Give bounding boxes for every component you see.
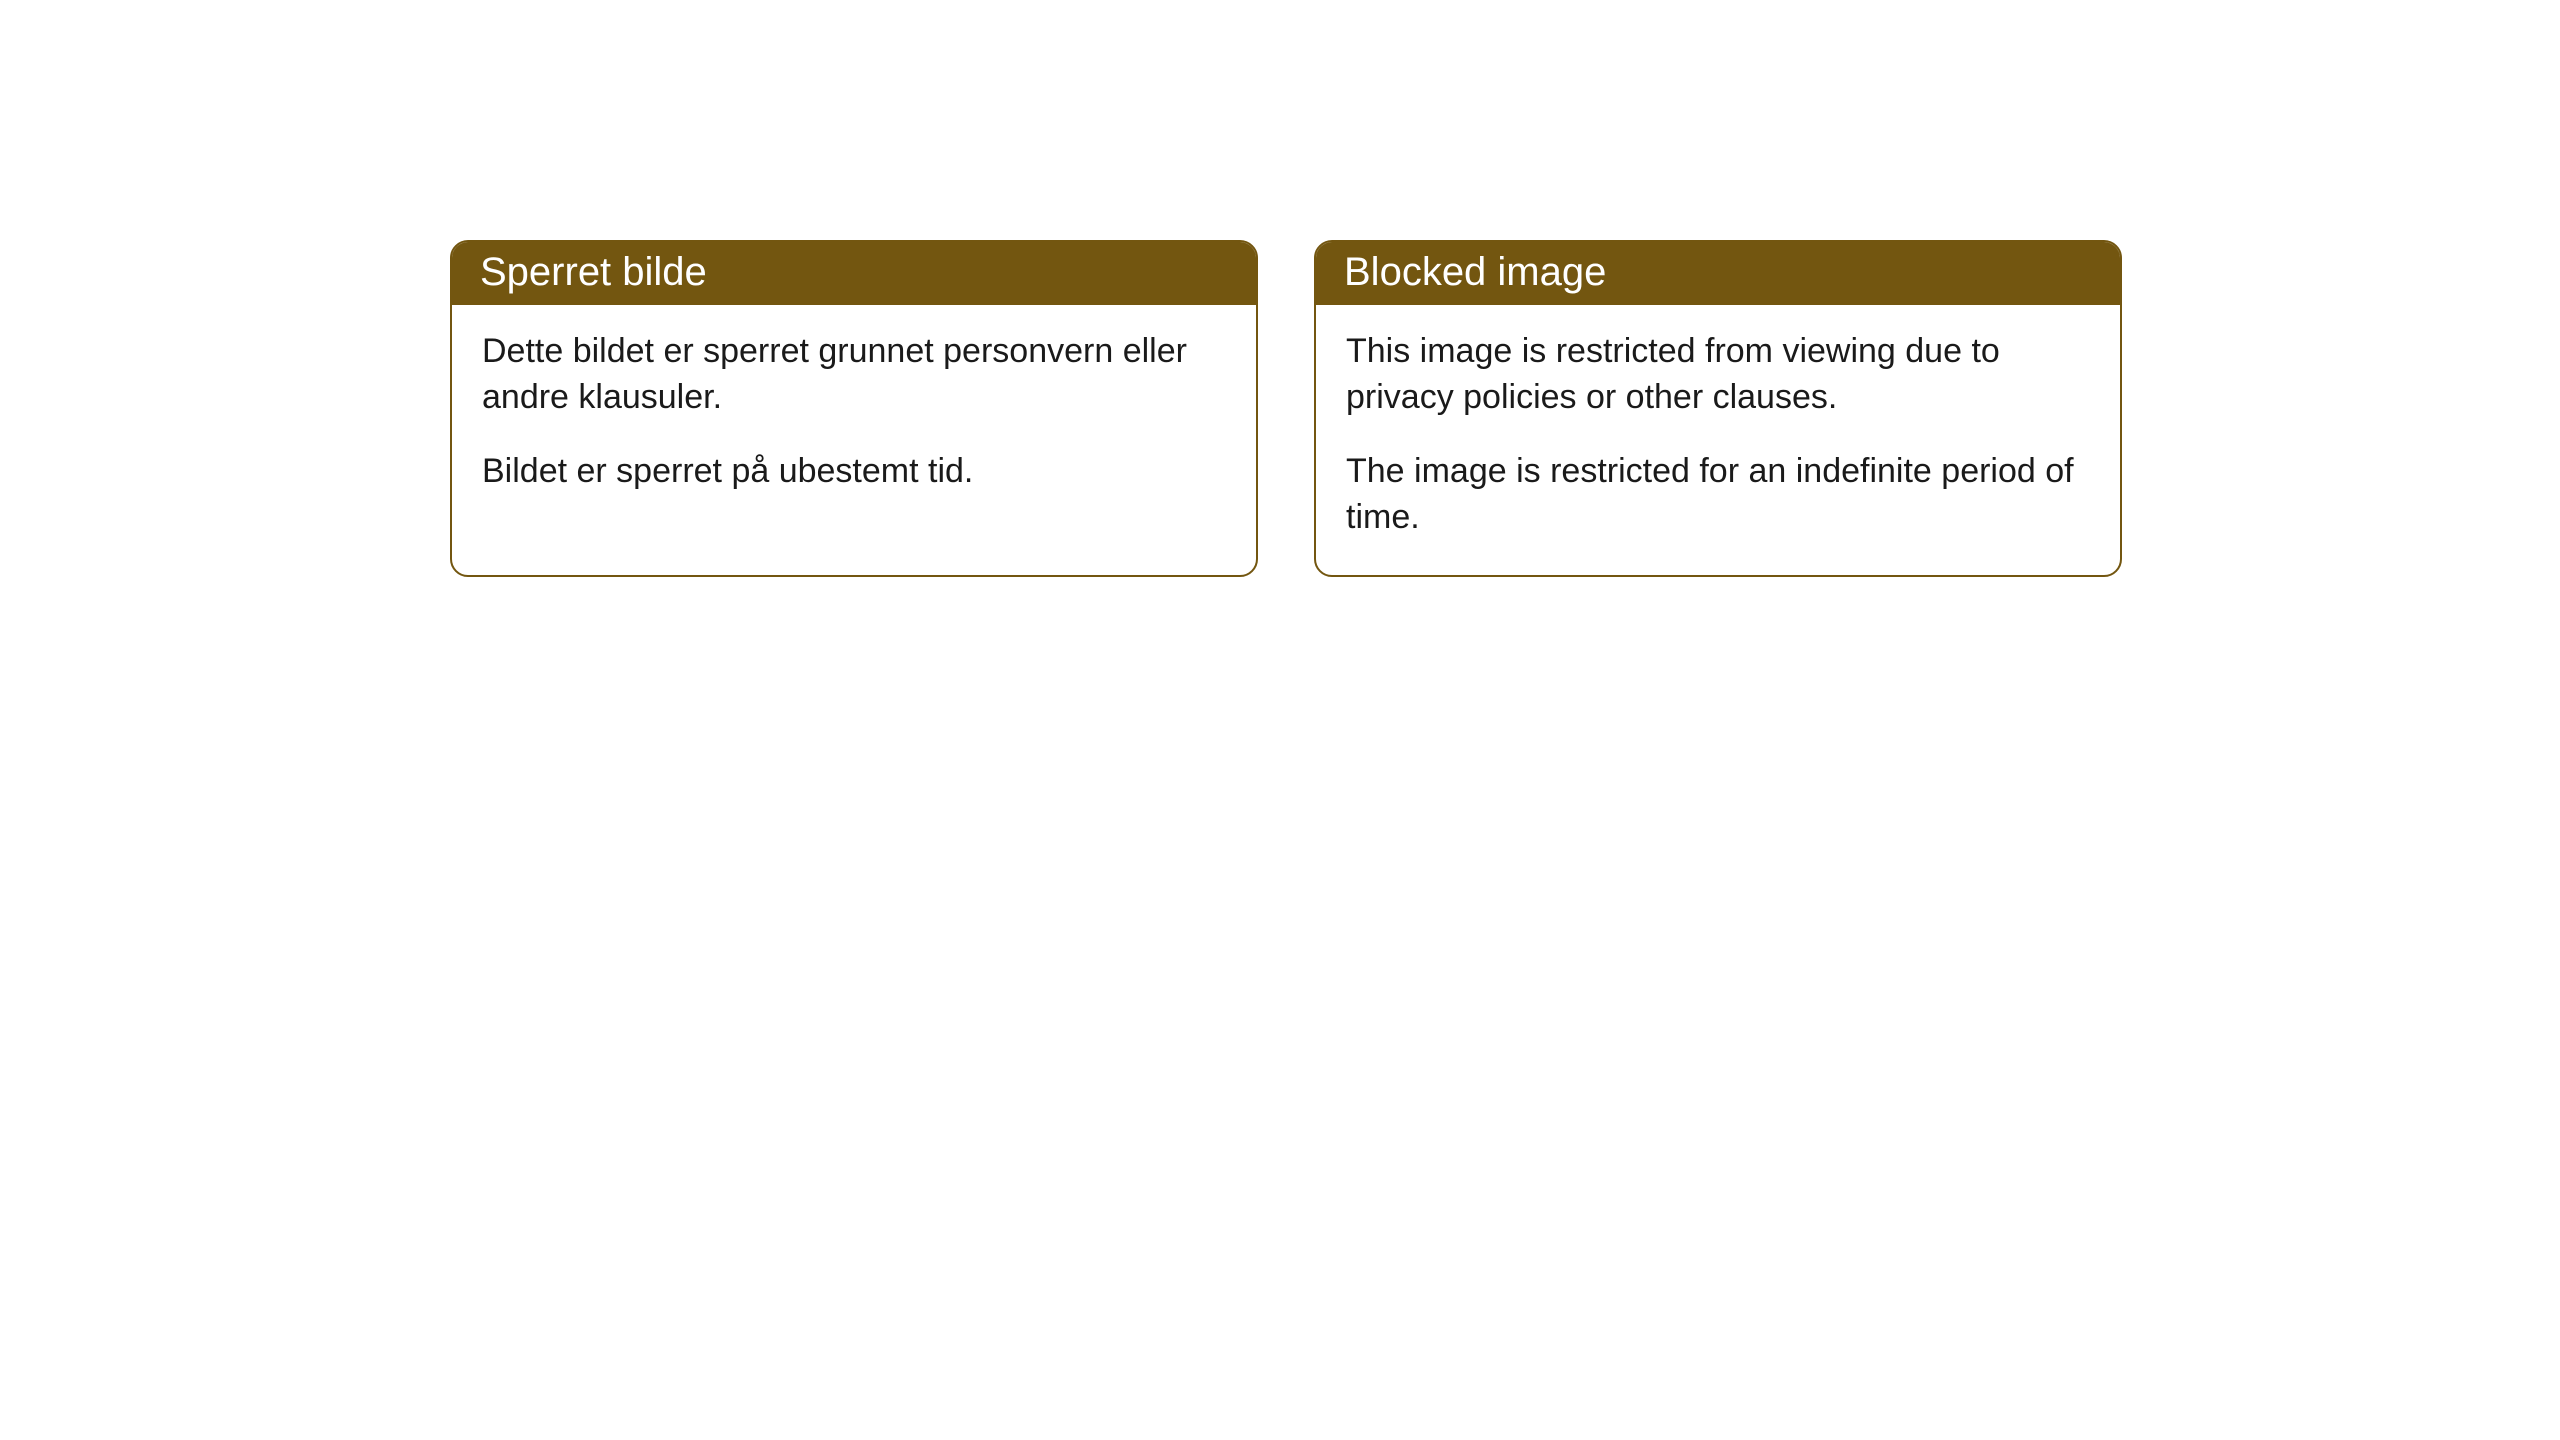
card-paragraph-2-norwegian: Bildet er sperret på ubestemt tid. (482, 449, 1226, 495)
card-norwegian: Sperret bilde Dette bildet er sperret gr… (450, 240, 1258, 577)
cards-container: Sperret bilde Dette bildet er sperret gr… (450, 240, 2560, 577)
card-header-english: Blocked image (1316, 242, 2120, 305)
card-body-norwegian: Dette bildet er sperret grunnet personve… (452, 305, 1256, 529)
card-header-norwegian: Sperret bilde (452, 242, 1256, 305)
card-paragraph-1-english: This image is restricted from viewing du… (1346, 329, 2090, 421)
card-english: Blocked image This image is restricted f… (1314, 240, 2122, 577)
card-paragraph-1-norwegian: Dette bildet er sperret grunnet personve… (482, 329, 1226, 421)
card-body-english: This image is restricted from viewing du… (1316, 305, 2120, 575)
card-paragraph-2-english: The image is restricted for an indefinit… (1346, 449, 2090, 541)
